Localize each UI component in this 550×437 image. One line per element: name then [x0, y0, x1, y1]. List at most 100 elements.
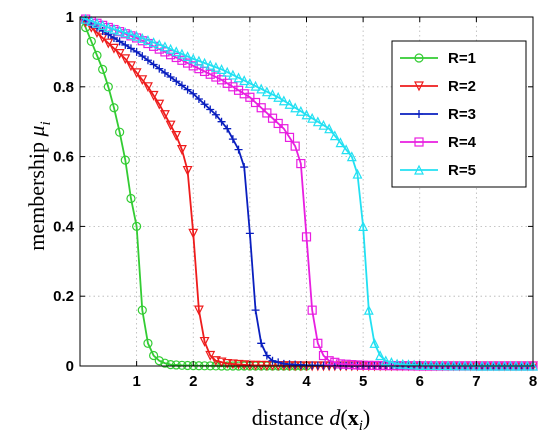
data-point-marker	[166, 73, 175, 82]
data-point-marker	[324, 356, 334, 366]
data-point-marker	[244, 77, 255, 88]
x-tick-label: 6	[416, 373, 424, 390]
data-point-marker	[352, 168, 363, 179]
data-point-marker	[115, 127, 125, 137]
y-axis-label: membership μi	[24, 121, 54, 250]
data-point-marker	[369, 360, 380, 371]
data-point-marker	[149, 350, 159, 361]
data-point-marker	[403, 359, 414, 370]
data-point-marker	[166, 50, 176, 60]
data-point-marker	[375, 350, 386, 361]
data-point-marker	[188, 228, 199, 239]
data-point-marker	[171, 46, 182, 57]
data-point-marker	[125, 29, 136, 40]
data-point-marker	[182, 165, 193, 176]
data-point-marker	[160, 47, 170, 57]
data-point-marker	[233, 359, 244, 370]
y-tick-label: 0.8	[53, 79, 74, 96]
tick-labels: 1 2 3 4 5 6 7 8 0 0.2 0.4 0.6 0.8 1	[53, 9, 537, 390]
data-point-marker	[132, 47, 141, 56]
data-point-marker	[86, 15, 97, 26]
legend-label: R=4	[448, 134, 477, 151]
data-point-marker	[143, 56, 152, 65]
data-point-marker	[131, 30, 142, 41]
data-point-marker	[193, 305, 204, 316]
data-point-marker	[193, 55, 204, 66]
x-tick-label: 8	[529, 373, 537, 390]
data-point-marker	[341, 144, 352, 155]
data-point-marker	[273, 118, 283, 129]
data-point-marker	[148, 90, 159, 101]
data-point-marker	[182, 360, 193, 371]
data-point-marker	[233, 72, 244, 83]
data-point-marker	[159, 110, 170, 121]
data-point-marker	[313, 338, 323, 348]
data-point-marker	[352, 360, 363, 370]
data-point-marker	[172, 77, 181, 86]
data-point-marker	[199, 57, 210, 68]
legend-marker	[414, 53, 424, 63]
data-point-marker	[250, 97, 261, 108]
data-point-marker	[120, 155, 130, 165]
data-point-marker	[160, 68, 169, 77]
data-point-marker	[183, 85, 192, 94]
data-point-marker	[267, 113, 278, 123]
data-point-marker	[131, 68, 142, 79]
data-point-marker	[211, 72, 221, 82]
y-axis-label-subscript: i	[38, 121, 54, 125]
x-tick-label: 1	[132, 373, 140, 390]
data-point-marker	[290, 102, 301, 113]
data-point-marker	[176, 48, 187, 59]
legend-label: R=1	[448, 50, 476, 67]
legend-label: R=2	[448, 78, 476, 95]
data-point-marker	[296, 158, 306, 169]
data-point-marker	[240, 163, 249, 172]
legend-marker	[414, 164, 424, 175]
data-point-marker	[227, 359, 238, 370]
y-axis-label-prefix: membership	[24, 136, 49, 250]
data-point-marker	[205, 350, 216, 361]
data-point-marker	[86, 36, 96, 47]
data-point-marker	[245, 229, 254, 238]
data-point-marker	[159, 41, 170, 52]
data-point-marker	[329, 130, 340, 141]
data-point-marker	[177, 81, 186, 90]
data-point-marker	[210, 61, 221, 72]
data-point-marker	[335, 359, 346, 369]
data-point-marker	[228, 135, 237, 144]
data-point-marker	[279, 124, 289, 134]
data-point-marker	[126, 44, 135, 53]
data-point-marker	[149, 60, 158, 69]
data-point-marker	[188, 61, 198, 71]
data-point-marker	[143, 338, 153, 348]
data-point-marker	[109, 23, 119, 34]
data-point-marker	[115, 37, 124, 46]
data-point-marker	[380, 355, 391, 366]
data-point-marker	[364, 360, 374, 370]
legend-label: R=5	[448, 162, 476, 179]
data-point-marker	[217, 117, 226, 126]
data-point-marker	[120, 54, 131, 65]
data-point-marker	[211, 110, 220, 119]
data-point-marker	[137, 75, 148, 86]
data-point-marker	[256, 83, 267, 94]
data-point-marker	[261, 86, 272, 97]
data-point-marker	[142, 35, 153, 45]
y-tick-label: 1	[66, 9, 74, 26]
data-point-marker	[138, 52, 147, 61]
data-point-marker	[290, 141, 300, 151]
x-tick-label: 2	[189, 373, 197, 390]
data-point-marker	[165, 43, 176, 54]
data-point-marker	[301, 109, 312, 120]
data-point-marker	[250, 80, 261, 91]
data-point-marker	[126, 193, 136, 204]
legend-marker	[414, 137, 424, 147]
data-point-marker	[262, 108, 272, 118]
data-point-marker	[92, 50, 102, 60]
x-axis-label-func: d	[329, 405, 341, 430]
y-axis-label-symbol: μ	[24, 125, 49, 137]
series-line	[79, 16, 533, 367]
data-point-marker	[171, 360, 181, 370]
data-point-marker	[148, 37, 159, 48]
data-point-marker	[256, 360, 267, 371]
